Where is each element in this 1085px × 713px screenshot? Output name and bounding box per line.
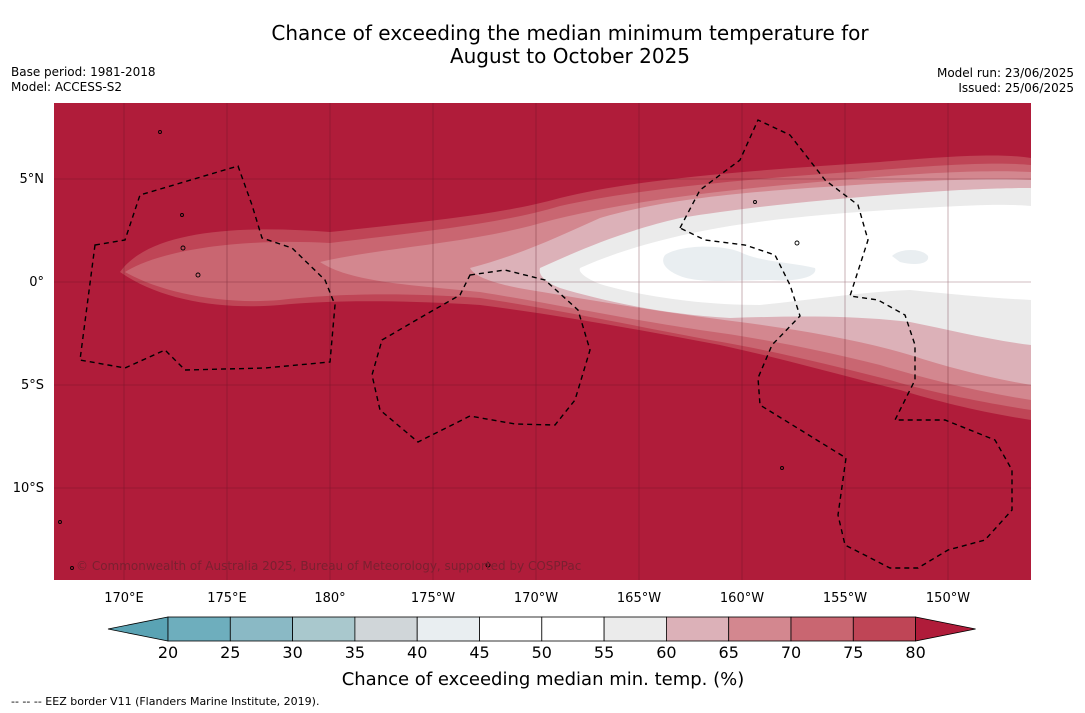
lon-label: 160°W (720, 591, 764, 606)
colorbar-tick-label: 25 (220, 643, 240, 662)
lat-label: 5°S (21, 378, 44, 393)
contour-45 (663, 246, 816, 281)
colorbar-segment (416, 616, 480, 642)
lon-label: 180° (314, 591, 345, 606)
eez-kiribati-gilbert (79, 165, 336, 371)
latitude-labels: 5°N 0° 5°S 10°S (13, 172, 44, 496)
colorbar-tick-label: 50 (532, 643, 552, 662)
lon-label: 165°W (617, 591, 661, 606)
colorbar-extend-low (107, 616, 169, 642)
lat-label: 5°N (20, 172, 45, 187)
colorbar-tick-label: 45 (469, 643, 489, 662)
colorbar-tick-label: 40 (407, 643, 427, 662)
eez-footnote: -- -- -- EEZ border V11 (Flanders Marine… (11, 695, 320, 708)
longitude-labels: 170°E 175°E 180° 175°W 170°W 165°W 160°W… (104, 591, 970, 606)
colorbar-extend-high (915, 616, 976, 642)
title-line-1: Chance of exceeding the median minimum t… (271, 21, 869, 45)
lon-label: 170°E (104, 591, 144, 606)
model-run: Model run: 23/06/2025 (936, 66, 1074, 80)
colorbar-segment (666, 616, 730, 642)
contour-50 (579, 204, 1031, 305)
lat-label: 0° (29, 275, 44, 290)
colorbar-tick-label: 20 (158, 643, 178, 662)
colorbar-segment (603, 616, 667, 642)
colorbar-segment (479, 616, 543, 642)
colorbar-segment (728, 616, 792, 642)
colorbar-segment (541, 616, 605, 642)
copyright-notice: © Commonwealth of Australia 2025, Bureau… (76, 559, 581, 573)
colorbar-segment (292, 616, 356, 642)
eez-kiribati-phoenix (371, 269, 591, 443)
colorbar-tick-label: 80 (905, 643, 925, 662)
model-name: Model: ACCESS-S2 (11, 80, 123, 94)
lat-label: 10°S (13, 481, 44, 496)
lon-label: 175°E (207, 591, 247, 606)
issued-date: Issued: 25/06/2025 (958, 81, 1074, 95)
colorbar-tick-label: 35 (345, 643, 365, 662)
map-title: Chance of exceeding the median minimum t… (0, 22, 1085, 68)
lon-label: 175°W (411, 591, 455, 606)
colorbar-segment (790, 616, 854, 642)
forecast-map: © Commonwealth of Australia 2025, Bureau… (54, 103, 1031, 580)
colorbar-tick-label: 75 (843, 643, 863, 662)
lon-label: 155°W (823, 591, 867, 606)
colorbar-tick-label: 30 (282, 643, 302, 662)
colorbar-segment (354, 616, 418, 642)
title-line-2: August to October 2025 (449, 44, 691, 68)
colorbar-tick-label: 60 (656, 643, 676, 662)
lon-label: 150°W (926, 591, 970, 606)
colorbar-title: Chance of exceeding median min. temp. (%… (342, 669, 745, 690)
colorbar-tick-label: 65 (719, 643, 739, 662)
colorbar-ticks: 20 25 30 35 40 45 50 55 60 65 70 75 80 (158, 643, 926, 662)
meta-right: Model run: 23/06/2025 Issued: 25/06/2025 (937, 66, 1074, 96)
colorbar-segment (852, 616, 916, 642)
eez-borders (79, 119, 1013, 569)
colorbar-tick-label: 55 (594, 643, 614, 662)
colorbar-segment (229, 616, 294, 642)
base-period: Base period: 1981-2018 (11, 65, 156, 79)
colorbar-tick-label: 70 (781, 643, 801, 662)
contour-45-patch (892, 250, 929, 264)
meta-left: Base period: 1981-2018 Model: ACCESS-S2 (11, 65, 156, 95)
colorbar-segment (167, 616, 231, 642)
graticule (54, 103, 1031, 580)
colorbar (107, 616, 976, 642)
eez-kiribati-line (679, 119, 1013, 569)
lon-label: 170°W (514, 591, 558, 606)
islands (58, 130, 800, 570)
